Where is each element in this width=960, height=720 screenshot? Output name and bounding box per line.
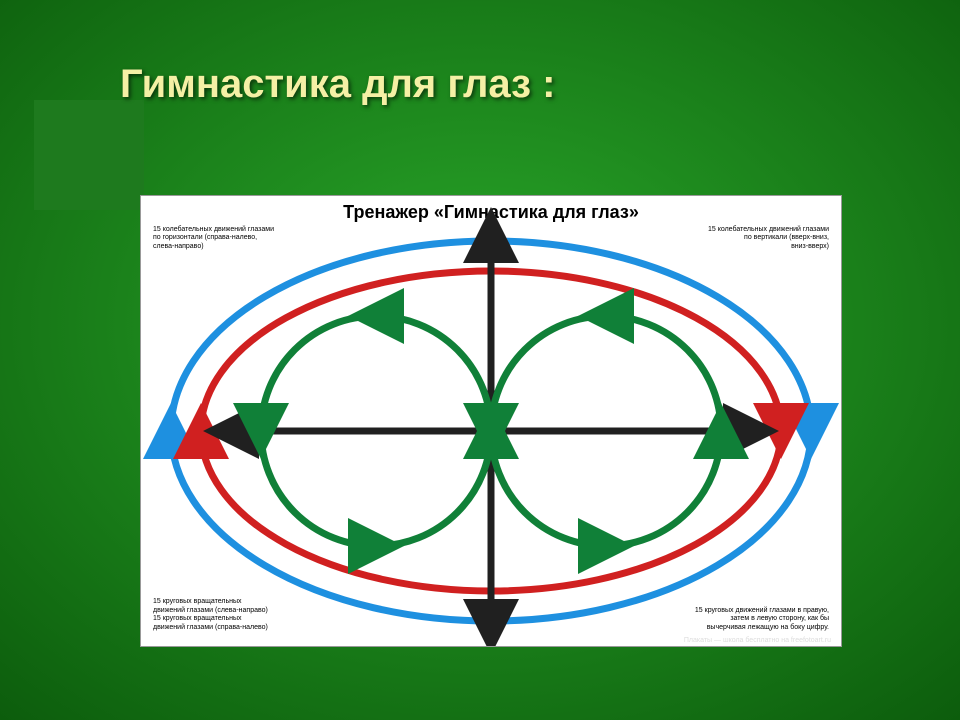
slide-title: Гимнастика для глаз : [120, 62, 555, 107]
slide-root: Гимнастика для глаз : Тренажер «Гимнасти… [0, 0, 960, 720]
accent-square [34, 100, 144, 210]
diagram-panel: Тренажер «Гимнастика для глаз» 15 колеба… [140, 195, 842, 647]
eye-exercise-diagram [141, 196, 841, 646]
